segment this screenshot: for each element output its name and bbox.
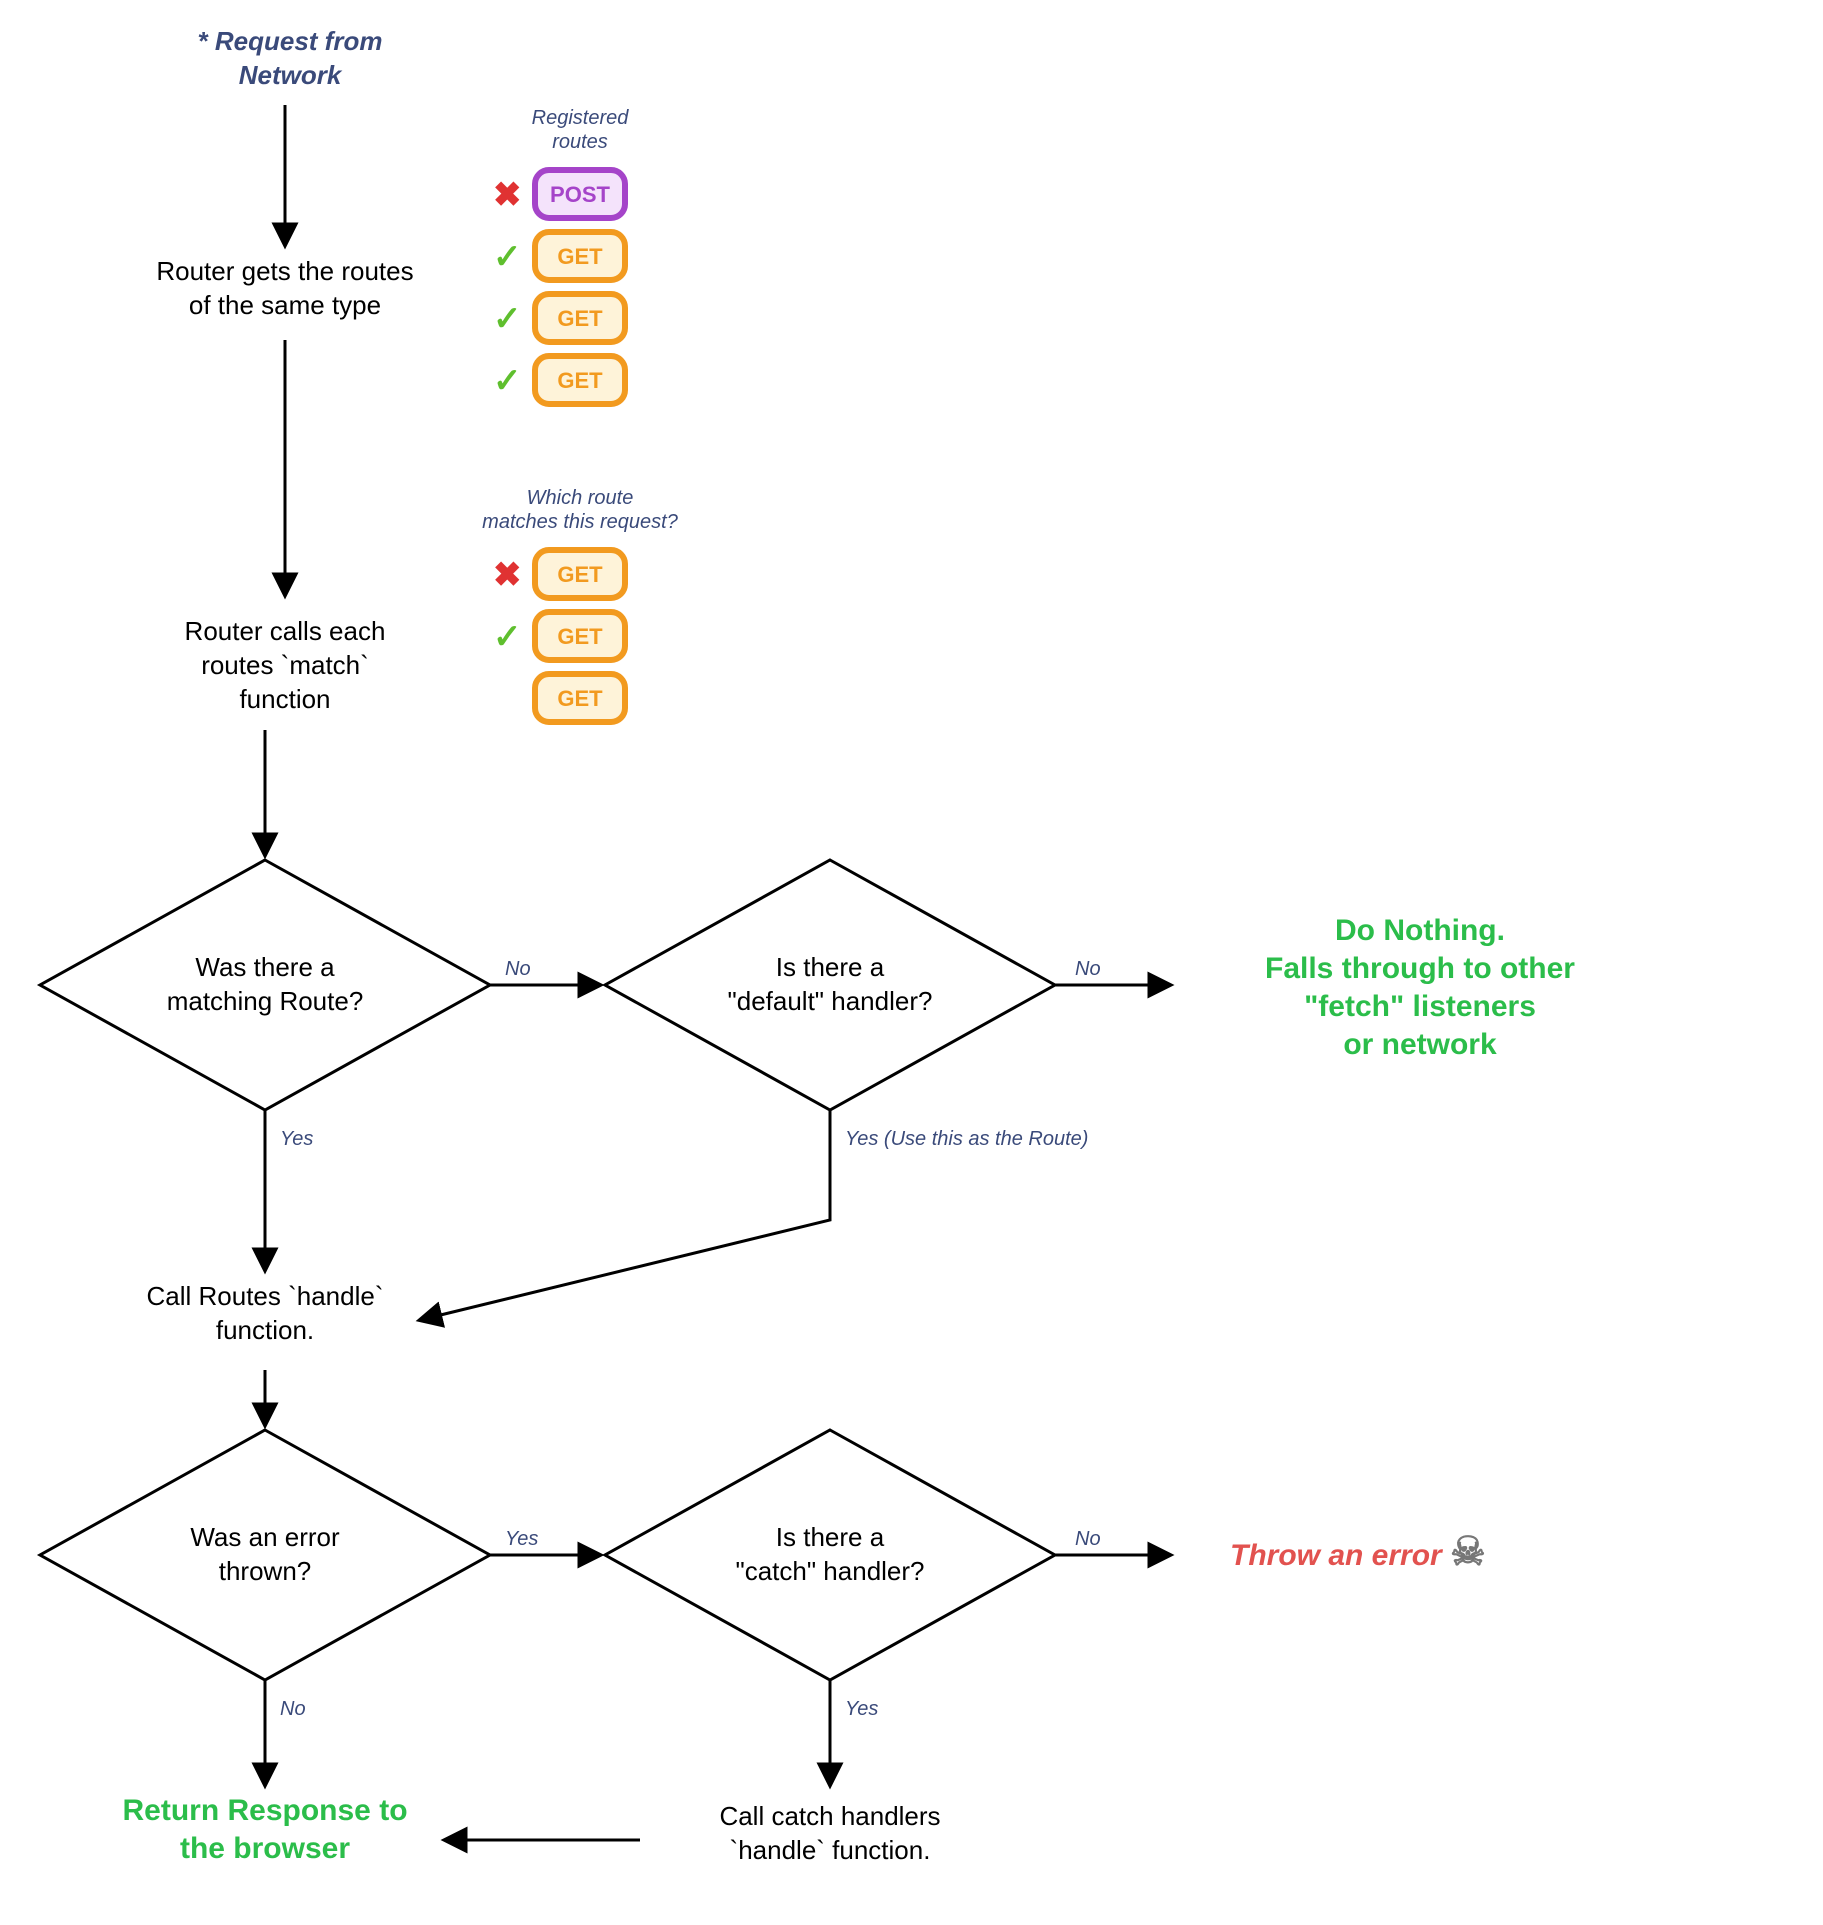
arrow-decision3-no-to-return: No xyxy=(265,1680,306,1785)
svg-text:matching Route?: matching Route? xyxy=(167,986,364,1016)
svg-text:or network: or network xyxy=(1343,1028,1497,1061)
svg-text:"catch" handler?: "catch" handler? xyxy=(735,1556,924,1586)
svg-text:Was an error: Was an error xyxy=(190,1522,340,1552)
svg-text:of the same type: of the same type xyxy=(189,290,381,320)
check-icon: ✓ xyxy=(493,618,522,656)
svg-text:GET: GET xyxy=(557,624,603,649)
svg-text:GET: GET xyxy=(557,306,603,331)
svg-text:Return Response to: Return Response to xyxy=(122,1794,407,1827)
svg-text:Is there a: Is there a xyxy=(776,952,885,982)
svg-text:the browser: the browser xyxy=(180,1832,350,1865)
svg-text:No: No xyxy=(1075,1528,1101,1550)
svg-text:GET: GET xyxy=(557,686,603,711)
svg-text:Network: Network xyxy=(239,60,343,90)
cross-icon: ✖ xyxy=(493,556,522,594)
svg-text:Yes: Yes xyxy=(845,1698,878,1720)
svg-text:Call catch handlers: Call catch handlers xyxy=(719,1801,940,1831)
svg-text:Yes (Use this as the Route): Yes (Use this as the Route) xyxy=(845,1128,1088,1150)
outcome-return-response: Return Response to the browser xyxy=(122,1794,407,1865)
svg-text:Yes: Yes xyxy=(505,1528,538,1550)
svg-text:matches this request?: matches this request? xyxy=(482,511,679,533)
decision-error_thrown: Was an error thrown? xyxy=(40,1430,490,1680)
svg-text:"default" handler?: "default" handler? xyxy=(728,986,933,1016)
decision-default_handler: Is there a "default" handler? xyxy=(605,860,1055,1110)
check-icon: ✓ xyxy=(493,238,522,276)
outcome-do-nothing: Do Nothing. Falls through to other "fetch"… xyxy=(1265,914,1575,1061)
svg-text:* Request from: * Request from xyxy=(198,26,383,56)
svg-text:thrown?: thrown? xyxy=(219,1556,312,1586)
arrow-decision1-no-to-decision2: No xyxy=(490,958,600,985)
badge-group-match: Which routematches this request? GET ✖ GET ✓… xyxy=(482,487,679,722)
decision-catch_handler: Is there a "catch" handler? xyxy=(605,1430,1055,1680)
svg-text:No: No xyxy=(280,1698,306,1720)
check-icon: ✓ xyxy=(493,300,522,338)
svg-text:Which route: Which route xyxy=(527,487,634,509)
svg-text:Falls through to other: Falls through to other xyxy=(1265,952,1575,985)
decision-matching_route: Was there a matching Route? xyxy=(40,860,490,1110)
svg-text:Is there a: Is there a xyxy=(776,1522,885,1552)
arrow-decision4-yes-to-catch: Yes xyxy=(830,1680,878,1785)
cross-icon: ✖ xyxy=(493,176,522,214)
outcome-throw-error: Throw an error ☠ xyxy=(1230,1530,1486,1574)
svg-text:Router calls each: Router calls each xyxy=(185,616,386,646)
svg-text:No: No xyxy=(505,958,531,980)
svg-text:`handle` function.: `handle` function. xyxy=(730,1835,931,1865)
badge-group-registered: Registeredroutes POST ✖ GET ✓ GET ✓ GET ✓ xyxy=(493,107,629,404)
svg-text:Call Routes `handle`: Call Routes `handle` xyxy=(146,1281,383,1311)
svg-text:Was there a: Was there a xyxy=(195,952,335,982)
svg-text:function.: function. xyxy=(216,1315,314,1345)
svg-text:Throw an error ☠: Throw an error ☠ xyxy=(1230,1530,1486,1574)
step-router_filter: Router gets the routes of the same type xyxy=(156,256,413,320)
svg-text:GET: GET xyxy=(557,244,603,269)
svg-text:function: function xyxy=(239,684,330,714)
arrow-decision1-yes-to-handle: Yes xyxy=(265,1110,313,1270)
svg-text:GET: GET xyxy=(557,368,603,393)
svg-text:Do Nothing.: Do Nothing. xyxy=(1335,914,1505,947)
svg-text:GET: GET xyxy=(557,562,603,587)
svg-text:"fetch" listeners: "fetch" listeners xyxy=(1304,990,1536,1023)
arrow-decision4-no-to-throw: No xyxy=(1055,1528,1170,1555)
arrow-decision3-yes-to-decision4: Yes xyxy=(490,1528,600,1555)
svg-text:No: No xyxy=(1075,958,1101,980)
svg-text:POST: POST xyxy=(550,182,610,207)
step-call_catch: Call catch handlers `handle` function. xyxy=(719,1801,940,1865)
check-icon: ✓ xyxy=(493,362,522,400)
svg-text:routes `match`: routes `match` xyxy=(201,650,369,680)
svg-text:Router gets the routes: Router gets the routes xyxy=(156,256,413,286)
svg-text:Registered: Registered xyxy=(532,107,630,129)
step-router_match: Router calls each routes `match` function xyxy=(185,616,386,714)
svg-text:Yes: Yes xyxy=(280,1128,313,1150)
arrow-decision2-no-to-outcome: No xyxy=(1055,958,1170,985)
arrow-decision2-yes-to-handle: Yes (Use this as the Route) xyxy=(420,1110,1088,1320)
step-call_handle: Call Routes `handle` function. xyxy=(146,1281,383,1345)
svg-text:routes: routes xyxy=(552,131,608,153)
